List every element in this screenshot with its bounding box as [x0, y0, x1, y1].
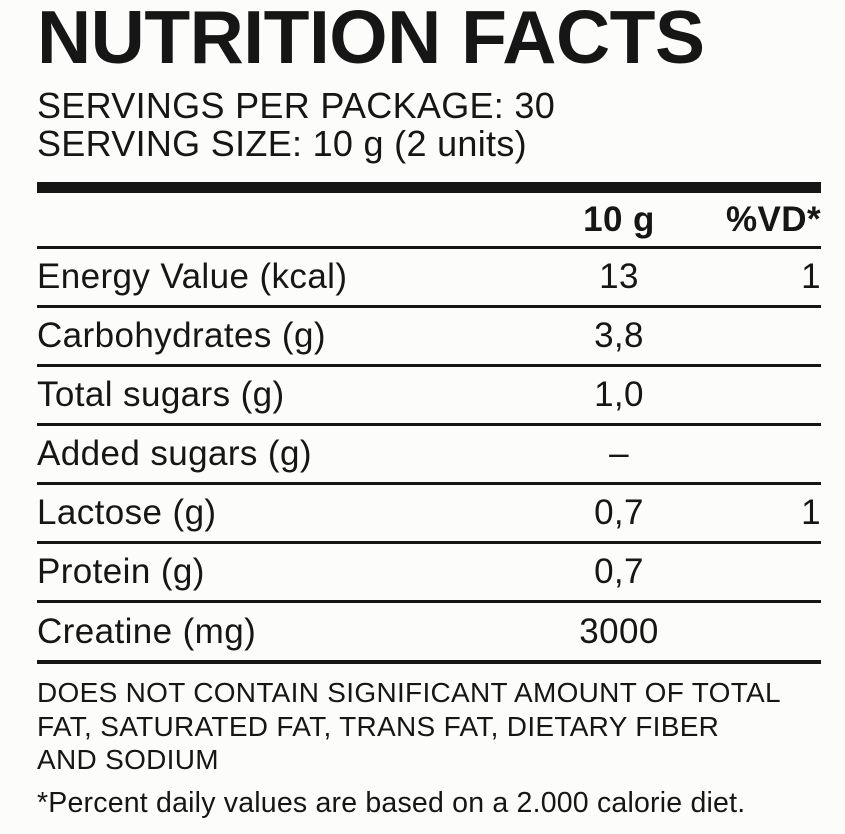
nutrient-amount: 0,7	[529, 483, 709, 544]
disclaimer-line: AND SODIUM	[37, 744, 219, 775]
nutrient-amount: –	[529, 424, 709, 485]
nutrient-amount: 0,7	[529, 542, 709, 603]
nutrient-name: Protein (g)	[37, 542, 529, 603]
nutrient-amount: 1,0	[529, 365, 709, 426]
nutrient-row: Added sugars (g) –	[37, 424, 821, 485]
nutrient-amount: 3000	[529, 601, 709, 664]
nutrition-table: 10 g %VD* Energy Value (kcal) 13 1 Carbohyd…	[37, 193, 821, 664]
nutrient-row: Protein (g) 0,7	[37, 542, 821, 603]
nutrient-name: Added sugars (g)	[37, 424, 529, 485]
nutrient-dv	[709, 542, 821, 603]
nutrient-dv: 1	[709, 247, 821, 308]
dv-column-header: %VD*	[709, 193, 821, 249]
nutrient-name: Energy Value (kcal)	[37, 247, 529, 308]
nutrient-row: Creatine (mg) 3000	[37, 601, 821, 664]
divider-bar	[37, 182, 821, 193]
disclaimer-line: DOES NOT CONTAIN SIGNIFICANT AMOUNT OF T…	[37, 677, 781, 708]
nutrient-amount: 3,8	[529, 306, 709, 367]
nutrient-name: Carbohydrates (g)	[37, 306, 529, 367]
disclaimer: DOES NOT CONTAIN SIGNIFICANT AMOUNT OF T…	[37, 676, 821, 777]
nutrient-column-header	[37, 193, 529, 249]
serving-size: SERVING SIZE: 10 g (2 units)	[37, 123, 527, 164]
nutrient-row: Carbohydrates (g) 3,8	[37, 306, 821, 367]
nutrient-dv	[709, 601, 821, 664]
nutrient-amount: 13	[529, 247, 709, 308]
nutrient-name: Total sugars (g)	[37, 365, 529, 426]
page-title: NUTRITION FACTS	[37, 0, 705, 79]
amount-column-header: 10 g	[529, 193, 709, 249]
nutrient-row: Total sugars (g) 1,0	[37, 365, 821, 426]
nutrient-dv: 1	[709, 483, 821, 544]
servings-per-package: SERVINGS PER PACKAGE: 30	[37, 85, 556, 126]
nutrient-name: Creatine (mg)	[37, 601, 529, 664]
nutrient-dv	[709, 365, 821, 426]
nutrient-row: Lactose (g) 0,7 1	[37, 483, 821, 544]
nutrition-table-body: Energy Value (kcal) 13 1 Carbohydrates (g) 3…	[37, 247, 821, 664]
nutrient-name: Lactose (g)	[37, 483, 529, 544]
disclaimer-line: FAT, SATURATED FAT, TRANS FAT, DIETARY F…	[37, 710, 720, 742]
serving-info: SERVINGS PER PACKAGE: 30 SERVING SIZE: 1…	[37, 87, 821, 163]
nutrient-dv	[709, 306, 821, 367]
nutrient-dv	[709, 424, 821, 485]
nutrient-row: Energy Value (kcal) 13 1	[37, 247, 821, 308]
table-header-row: 10 g %VD*	[37, 193, 821, 249]
footnote: *Percent daily values are based on a 2.0…	[37, 786, 746, 819]
